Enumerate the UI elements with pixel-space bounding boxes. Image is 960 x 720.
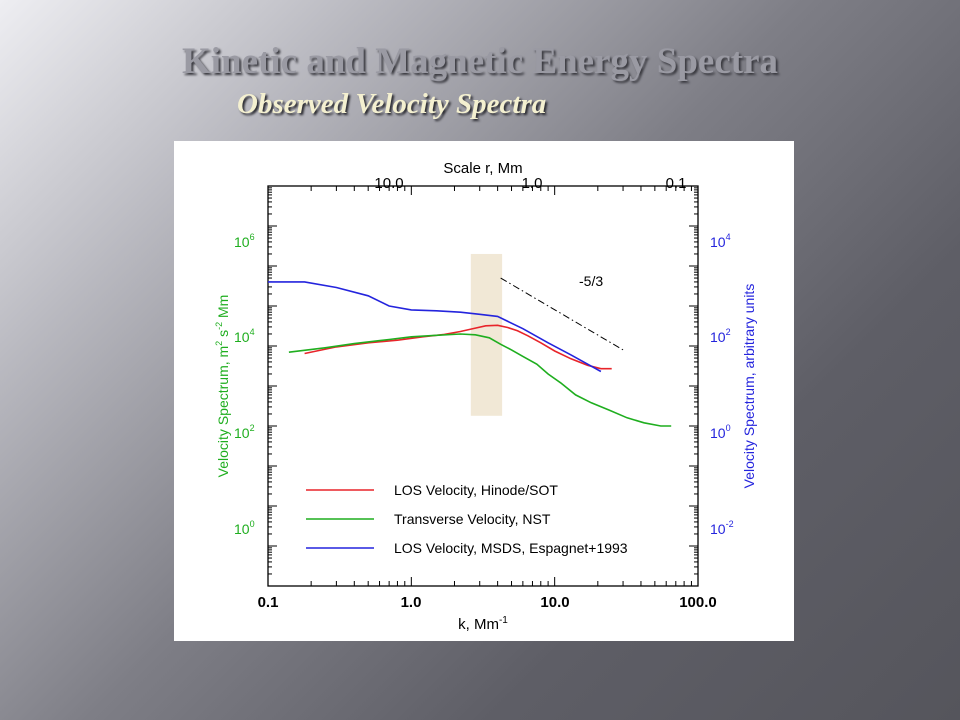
slide-title: Kinetic and Magnetic Energy Spectra	[181, 41, 779, 82]
y-right-axis-title: Velocity Spectrum, arbitrary units	[741, 284, 757, 489]
legend-label: LOS Velocity, Hinode/SOT	[394, 482, 558, 498]
top-axis-title: Scale r, Mm	[443, 160, 522, 177]
y-left-axis-title: Velocity Spectrum, m2 s-2 Mm	[214, 295, 231, 478]
top-tick-label: 10.0	[374, 175, 403, 192]
top-tick-labels: 10.0 1.0 0.1	[374, 175, 686, 192]
left-tick-label: 100	[234, 519, 255, 537]
x-axis-title: k, Mm-1	[458, 615, 508, 633]
left-tick-label: 104	[234, 327, 255, 345]
legend-label: Transverse Velocity, NST	[394, 511, 551, 527]
series-line	[268, 281, 602, 373]
chart-legend: LOS Velocity, Hinode/SOT Transverse Veloc…	[306, 482, 628, 556]
bottom-tick-label: 10.0	[540, 594, 569, 611]
axis-ticks	[267, 186, 699, 587]
slope-reference-line	[500, 277, 624, 351]
top-tick-label: 1.0	[522, 175, 543, 192]
right-tick-label: 102	[710, 327, 731, 345]
series-lines	[268, 281, 672, 427]
bottom-tick-label: 100.0	[679, 594, 717, 611]
bottom-tick-label: 0.1	[258, 594, 279, 611]
series-line	[288, 333, 672, 427]
left-tick-label: 106	[234, 232, 255, 250]
right-tick-label: 10-2	[710, 519, 734, 537]
right-tick-label: 104	[710, 232, 731, 250]
right-tick-labels: 104 102 100 10-2	[710, 232, 734, 537]
left-tick-labels: 106 104 102 100	[234, 232, 255, 537]
plot-panel: Scale r, Mm 10.0 1.0 0.1 0.1 1.0 10.0 10…	[174, 141, 794, 641]
legend-label: LOS Velocity, MSDS, Espagnet+1993	[394, 540, 628, 556]
slope-label: -5/3	[579, 273, 603, 289]
top-tick-label: 0.1	[666, 175, 687, 192]
right-tick-label: 100	[710, 423, 731, 441]
bottom-tick-labels: 0.1 1.0 10.0 100.0	[258, 594, 717, 611]
slide-subtitle: Observed Velocity Spectra	[237, 88, 547, 120]
bottom-tick-label: 1.0	[401, 594, 422, 611]
series-line	[304, 324, 612, 370]
velocity-spectra-chart: Scale r, Mm 10.0 1.0 0.1 0.1 1.0 10.0 10…	[214, 160, 757, 633]
left-tick-label: 102	[234, 423, 255, 441]
